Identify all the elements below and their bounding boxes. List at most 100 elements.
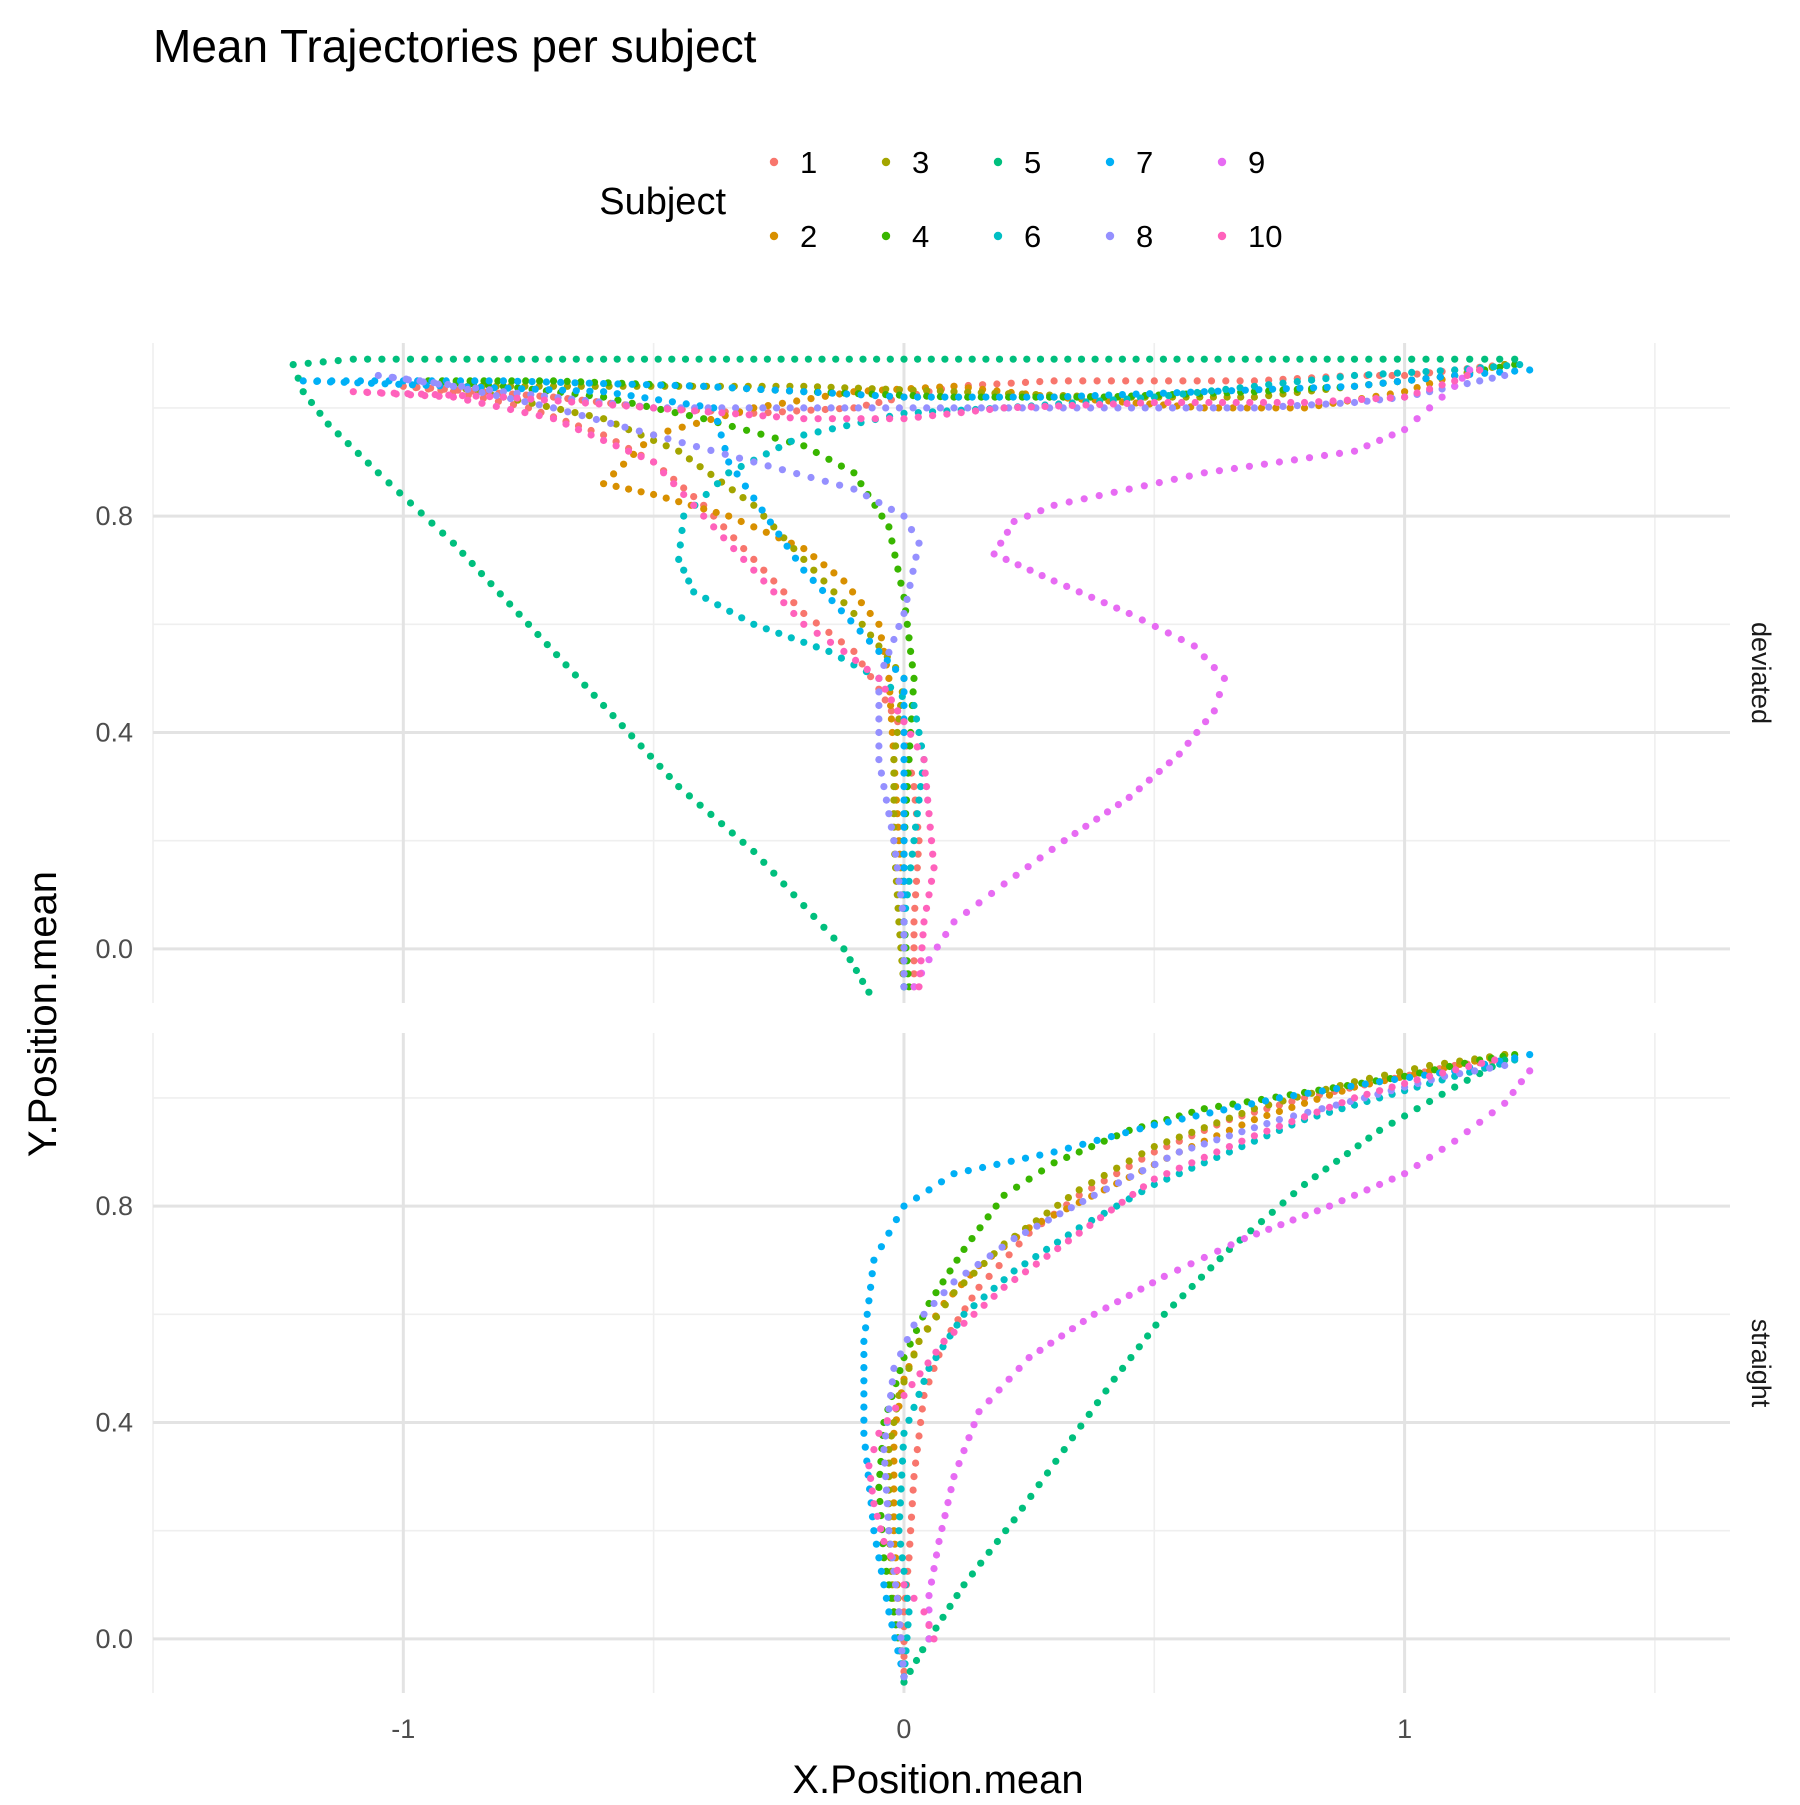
point-subject-10 <box>1388 1083 1396 1091</box>
point-subject-8 <box>986 1252 994 1260</box>
point-subject-9 <box>1155 767 1163 776</box>
point-subject-10 <box>990 1292 998 1300</box>
point-subject-7 <box>1187 388 1195 396</box>
point-subject-5 <box>571 671 580 679</box>
point-subject-8 <box>977 404 985 412</box>
point-subject-10 <box>940 1337 948 1345</box>
point-subject-3 <box>780 534 788 542</box>
point-subject-7 <box>356 377 364 385</box>
point-subject-10 <box>914 413 922 421</box>
point-subject-9 <box>1068 1325 1077 1333</box>
point-subject-10 <box>568 398 576 406</box>
point-subject-9 <box>1048 845 1056 854</box>
point-subject-9 <box>1125 1291 1133 1299</box>
point-subject-6 <box>737 462 745 471</box>
point-subject-3 <box>800 555 808 564</box>
point-subject-10 <box>1491 1056 1499 1064</box>
point-subject-2 <box>678 423 686 431</box>
point-subject-7 <box>1234 1103 1242 1111</box>
point-subject-5 <box>307 398 316 407</box>
point-subject-4 <box>600 393 608 401</box>
point-subject-7 <box>775 530 783 538</box>
point-subject-8 <box>1209 404 1217 412</box>
point-subject-10 <box>1096 400 1104 409</box>
point-subject-4 <box>896 1367 904 1375</box>
point-subject-5 <box>628 732 636 740</box>
point-subject-6 <box>1436 367 1444 375</box>
point-subject-7 <box>880 1581 888 1589</box>
point-subject-9 <box>985 1397 993 1405</box>
point-subject-7 <box>1422 375 1430 383</box>
point-subject-5 <box>859 355 867 363</box>
point-subject-5 <box>1135 1343 1143 1351</box>
point-subject-9 <box>1438 1145 1446 1153</box>
point-subject-2 <box>1286 404 1294 412</box>
point-subject-9 <box>1289 1216 1297 1224</box>
point-subject-1 <box>985 1272 993 1280</box>
point-subject-8 <box>854 404 863 412</box>
point-subject-2 <box>1426 380 1434 388</box>
point-subject-7 <box>900 688 908 696</box>
point-subject-10 <box>881 685 889 693</box>
point-subject-9 <box>925 1635 933 1643</box>
point-subject-7 <box>857 391 865 399</box>
point-subject-8 <box>950 1278 958 1286</box>
point-subject-5 <box>932 1624 940 1632</box>
point-subject-7 <box>1526 366 1534 374</box>
point-subject-1 <box>1207 377 1216 385</box>
y-tick-label: 0.4 <box>95 1408 133 1438</box>
point-subject-8 <box>664 435 672 443</box>
point-subject-5 <box>1438 1090 1446 1098</box>
point-subject-7 <box>783 542 791 550</box>
legend-key-subject-1 <box>769 157 779 167</box>
point-subject-10 <box>540 396 549 404</box>
point-subject-8 <box>759 404 767 412</box>
point-subject-7 <box>843 390 851 398</box>
point-subject-7 <box>1391 1075 1399 1084</box>
point-subject-4 <box>1113 1132 1121 1140</box>
point-subject-2 <box>650 490 658 499</box>
point-subject-10 <box>1376 1087 1384 1095</box>
point-subject-8 <box>887 505 896 513</box>
point-subject-5 <box>927 355 935 363</box>
point-subject-5 <box>1152 1321 1160 1329</box>
point-subject-6 <box>932 1354 940 1362</box>
point-subject-6 <box>1516 361 1524 369</box>
point-subject-7 <box>1036 393 1045 401</box>
point-subject-1 <box>858 660 866 668</box>
point-subject-8 <box>592 415 601 424</box>
point-subject-7 <box>313 377 322 385</box>
point-subject-7 <box>891 1634 899 1642</box>
point-subject-6 <box>800 431 808 439</box>
point-subject-5 <box>1365 355 1373 363</box>
point-subject-2 <box>612 482 620 490</box>
point-subject-6 <box>925 1364 933 1372</box>
point-subject-8 <box>884 1513 892 1521</box>
point-subject-8 <box>374 371 382 380</box>
point-subject-10 <box>1014 403 1022 411</box>
point-subject-10 <box>390 389 398 397</box>
point-subject-10 <box>458 392 467 400</box>
point-subject-3 <box>1238 1109 1246 1118</box>
point-subject-5 <box>406 499 415 507</box>
point-subject-7 <box>628 380 636 388</box>
point-subject-7 <box>900 837 908 845</box>
point-subject-7 <box>1361 1080 1369 1088</box>
point-subject-9 <box>960 1447 968 1455</box>
point-subject-8 <box>721 450 729 458</box>
point-subject-9 <box>1125 793 1133 802</box>
point-subject-5 <box>1023 355 1031 363</box>
point-subject-5 <box>1311 1173 1319 1181</box>
point-subject-1 <box>910 1473 918 1481</box>
point-subject-4 <box>536 377 544 385</box>
point-subject-7 <box>518 385 526 393</box>
point-subject-7 <box>871 392 879 400</box>
point-subject-8 <box>1322 400 1330 408</box>
point-subject-3 <box>1250 393 1258 401</box>
point-subject-10 <box>929 412 937 420</box>
point-subject-9 <box>1151 622 1159 631</box>
point-subject-1 <box>905 1554 913 1562</box>
point-subject-7 <box>585 379 593 387</box>
point-subject-5 <box>1187 355 1195 363</box>
point-subject-10 <box>786 414 794 422</box>
